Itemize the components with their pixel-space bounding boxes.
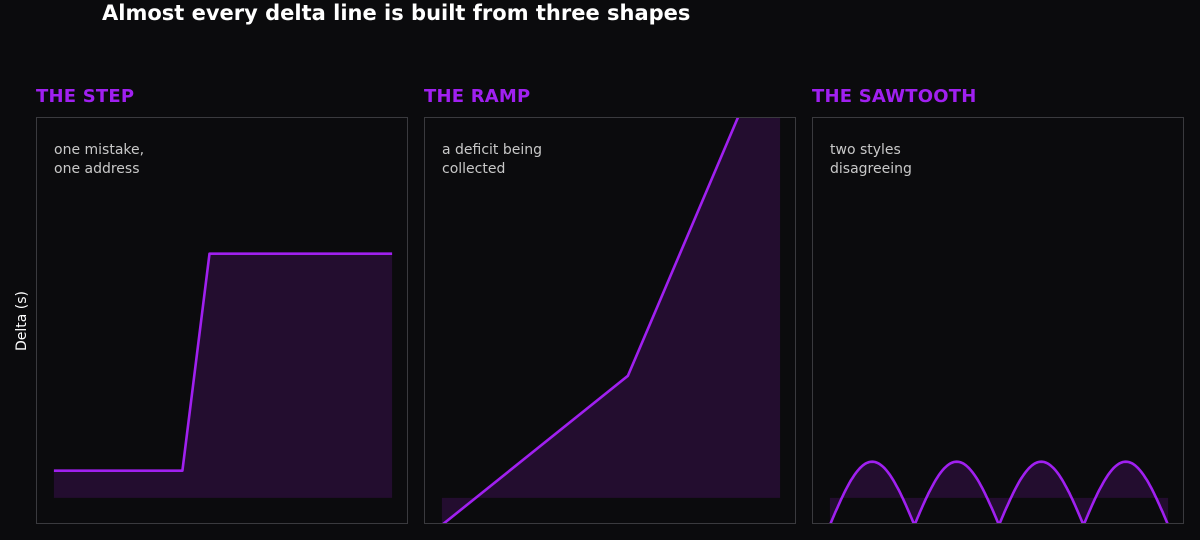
panel-ramp-plot (441, 118, 781, 523)
figure-title: Almost every delta line is built from th… (102, 1, 691, 25)
annotation-line-1: two styles (830, 142, 901, 158)
panel-title-step: THE STEP (36, 86, 135, 107)
series-line (829, 460, 1169, 523)
series-line (53, 252, 393, 473)
area-fill (829, 461, 1169, 523)
annotation-line-2: one address (54, 161, 140, 177)
panel-sawtooth-annotation: two styles disagreeing (830, 141, 912, 179)
panel-ramp-annotation: a deficit being collected (442, 141, 542, 179)
y-axis-label: Delta (s) (14, 290, 30, 352)
panel-sawtooth: two styles disagreeing (812, 117, 1184, 524)
area-fill (53, 253, 393, 498)
panel-sawtooth-plot (829, 460, 1169, 523)
series-line (442, 118, 740, 523)
annotation-line-1: one mistake, (54, 142, 145, 158)
panel-title-ramp: THE RAMP (424, 86, 531, 107)
panel-ramp: a deficit being collected (424, 117, 796, 524)
annotation-line-2: disagreeing (830, 161, 912, 177)
annotation-line-1: a deficit being (442, 142, 543, 158)
panel-step-annotation: one mistake, one address (54, 141, 144, 179)
panel-step-plot (53, 252, 393, 498)
annotation-line-2: collected (442, 161, 506, 177)
panel-step: one mistake, one address (36, 117, 408, 524)
panel-title-sawtooth: THE SAWTOOTH (812, 86, 977, 107)
